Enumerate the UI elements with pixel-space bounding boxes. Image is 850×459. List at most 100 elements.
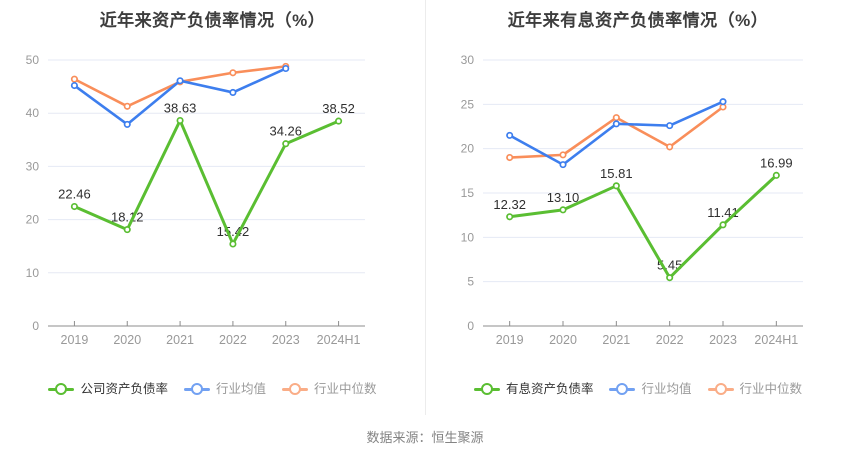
y-axis-label: 25 bbox=[461, 97, 475, 111]
data-label-company: 15.42 bbox=[217, 224, 250, 239]
data-point-industry-avg[interactable] bbox=[70, 81, 78, 90]
x-axis-label: 2021 bbox=[602, 333, 630, 347]
legend-line-marker-industry-median bbox=[707, 383, 734, 395]
x-axis-label: 2023 bbox=[709, 333, 737, 347]
data-point-industry-median[interactable] bbox=[559, 151, 567, 159]
data-label-company: 34.26 bbox=[269, 124, 302, 139]
legend-asset-liability: 公司资产负债率 行业均值 行业中位数 bbox=[0, 381, 425, 397]
x-axis-label: 2023 bbox=[272, 333, 300, 347]
legend-line-marker-industry-avg bbox=[183, 383, 210, 395]
legend-label-industry-median: 行业中位数 bbox=[739, 382, 803, 396]
data-label-company: 13.10 bbox=[547, 190, 580, 205]
data-point-company[interactable] bbox=[719, 221, 727, 229]
data-point-industry-median[interactable] bbox=[666, 143, 674, 151]
data-point-company[interactable] bbox=[772, 171, 780, 179]
y-axis-label: 30 bbox=[461, 53, 475, 67]
charts-row: 0 10 20 30 40 50 2019 2020 2021 2022 2023 2024H1 22.… bbox=[0, 0, 850, 415]
data-point-industry-median[interactable] bbox=[123, 102, 131, 110]
data-point-company[interactable] bbox=[70, 202, 78, 211]
data-point-industry-avg[interactable] bbox=[123, 120, 131, 128]
x-axis-label: 2020 bbox=[549, 333, 577, 347]
x-axis-label: 2022 bbox=[656, 333, 684, 347]
line-chart-asset-liability[interactable]: 0 10 20 30 40 50 2019 2020 2021 2022 2023 2024H1 22.… bbox=[0, 0, 425, 415]
x-axis-label: 2024H1 bbox=[317, 333, 361, 347]
data-point-company[interactable] bbox=[335, 117, 343, 125]
data-label-company: 15.81 bbox=[600, 166, 633, 181]
y-axis-label: 0 bbox=[32, 319, 39, 333]
data-source-note: 数据来源：恒生聚源 bbox=[366, 430, 484, 445]
data-point-company[interactable] bbox=[612, 182, 620, 190]
legend-item-industry-median[interactable]: 行业中位数 bbox=[707, 381, 803, 397]
data-label-company: 38.52 bbox=[322, 101, 355, 116]
legend-item-industry-avg[interactable]: 行业均值 bbox=[609, 381, 692, 397]
y-axis-label: 20 bbox=[461, 142, 475, 156]
y-axis-label: 10 bbox=[461, 230, 475, 244]
legend-ring bbox=[55, 383, 68, 395]
legend-ring bbox=[480, 383, 493, 395]
legend-label-company: 有息资产负债率 bbox=[505, 382, 594, 396]
data-point-industry-avg[interactable] bbox=[559, 161, 567, 169]
legend-label-industry-avg: 行业均值 bbox=[641, 382, 692, 396]
data-point-industry-median[interactable] bbox=[506, 153, 514, 162]
series-line-company bbox=[508, 173, 778, 280]
data-label-company: 16.99 bbox=[760, 155, 793, 170]
x-axis-label: 2019 bbox=[61, 333, 89, 347]
legend-line-marker-industry-median bbox=[282, 383, 308, 395]
data-point-industry-avg[interactable] bbox=[612, 120, 620, 128]
data-point-industry-median[interactable] bbox=[229, 69, 237, 77]
x-axis-label: 2020 bbox=[113, 333, 141, 347]
legend-ring bbox=[714, 383, 727, 395]
x-axis-label: 2019 bbox=[496, 333, 524, 347]
x-axis-label: 2024H1 bbox=[754, 333, 798, 347]
y-axis-label: 5 bbox=[467, 275, 474, 289]
data-label-company: 18.12 bbox=[111, 210, 144, 225]
x-axis-label: 2022 bbox=[219, 333, 247, 347]
data-point-company[interactable] bbox=[666, 274, 674, 282]
data-point-industry-median[interactable] bbox=[70, 75, 78, 83]
legend-item-industry-avg[interactable]: 行业均值 bbox=[183, 381, 266, 397]
data-point-industry-avg[interactable] bbox=[176, 77, 184, 85]
y-axis-label: 50 bbox=[26, 53, 40, 67]
legend-item-company[interactable]: 有息资产负债率 bbox=[473, 381, 594, 397]
legend-ring bbox=[616, 383, 629, 395]
line-chart-interest-bearing[interactable]: 0 5 10 15 20 25 30 2019 2020 2021 2022 2023 2024H1 12… bbox=[426, 0, 850, 415]
chart-panel-asset-liability: 0 10 20 30 40 50 2019 2020 2021 2022 2023 2024H1 22.… bbox=[0, 0, 425, 415]
data-point-company[interactable] bbox=[282, 140, 290, 148]
legend-label-industry-median: 行业中位数 bbox=[314, 382, 377, 396]
data-point-company[interactable] bbox=[176, 116, 184, 125]
x-axis-label: 2021 bbox=[166, 333, 194, 347]
legend-label-company: 公司资产负债率 bbox=[80, 382, 168, 396]
data-label-company: 11.41 bbox=[707, 205, 739, 220]
series-line-company bbox=[72, 118, 341, 246]
data-label-company: 38.63 bbox=[164, 100, 197, 115]
chart-title-asset-liability: 近年来资产负债率情况（%） bbox=[99, 11, 326, 30]
chart-panel-interest-bearing: 0 5 10 15 20 25 30 2019 2020 2021 2022 2023 2024H1 12… bbox=[425, 0, 850, 415]
y-axis-label: 20 bbox=[26, 213, 40, 227]
data-point-industry-median[interactable] bbox=[612, 114, 620, 122]
chart-title-interest-bearing: 近年来有息资产负债率情况（%） bbox=[507, 11, 769, 30]
y-axis-label: 30 bbox=[26, 159, 40, 173]
legend-interest-bearing: 有息资产负债率 行业均值 行业中位数 bbox=[426, 381, 850, 397]
data-point-company[interactable] bbox=[506, 213, 514, 221]
data-point-company[interactable] bbox=[559, 206, 567, 214]
y-axis-label: 10 bbox=[26, 266, 40, 280]
legend-line-marker-company bbox=[473, 383, 500, 395]
legend-line-marker-company bbox=[48, 383, 75, 395]
data-point-industry-avg[interactable] bbox=[282, 64, 290, 73]
legend-item-company[interactable]: 公司资产负债率 bbox=[48, 381, 168, 397]
y-axis-label: 15 bbox=[461, 186, 475, 200]
data-point-industry-avg[interactable] bbox=[229, 88, 237, 97]
data-point-industry-avg[interactable] bbox=[666, 122, 674, 130]
legend-label-industry-avg: 行业均值 bbox=[215, 382, 266, 396]
legend-ring bbox=[289, 383, 301, 395]
legend-line-marker-industry-avg bbox=[609, 383, 636, 395]
data-point-company[interactable] bbox=[123, 226, 131, 234]
legend-item-industry-median[interactable]: 行业中位数 bbox=[282, 381, 377, 397]
data-label-company: 12.32 bbox=[493, 197, 526, 212]
y-axis-label: 0 bbox=[467, 319, 474, 333]
data-point-industry-avg[interactable] bbox=[719, 98, 727, 106]
data-point-industry-avg[interactable] bbox=[506, 131, 514, 139]
data-point-company[interactable] bbox=[229, 240, 237, 248]
y-axis-label: 40 bbox=[26, 106, 40, 120]
